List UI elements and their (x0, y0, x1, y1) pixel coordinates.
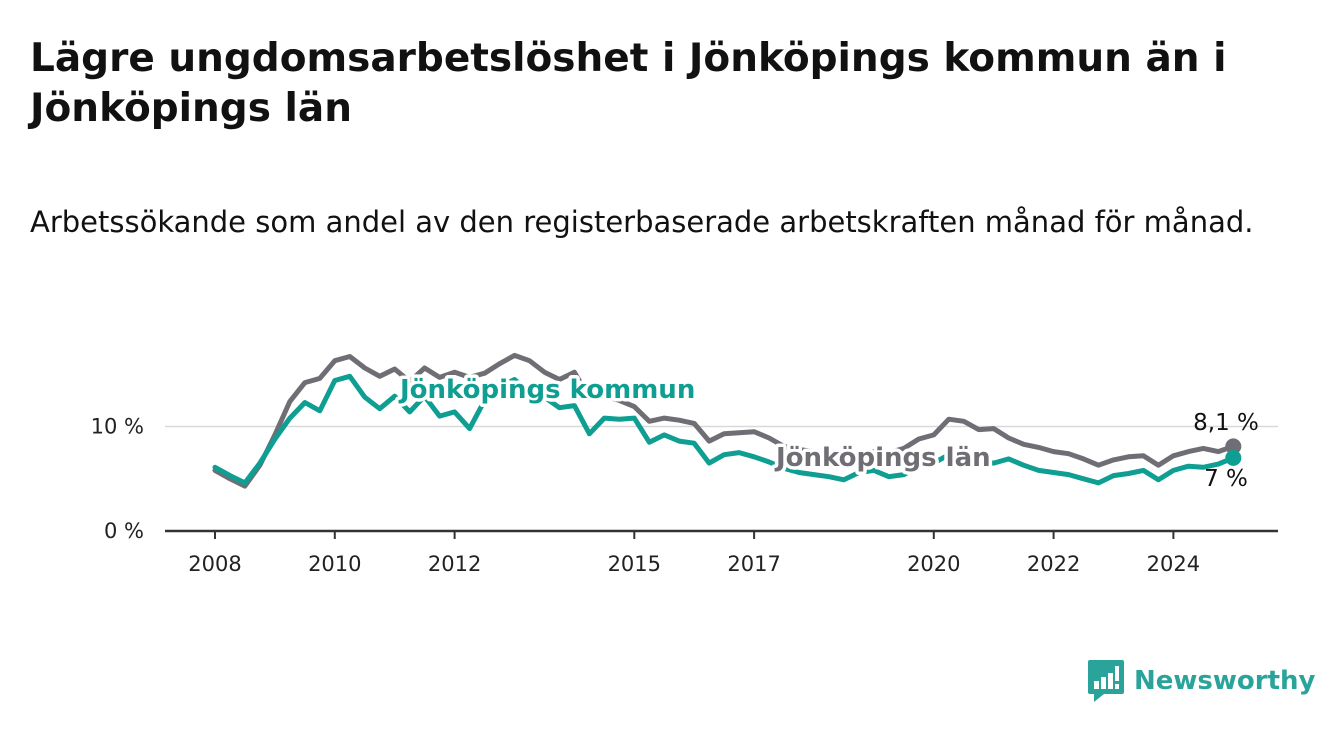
x-tick-label: 2012 (428, 552, 481, 576)
line-chart: 0 % 10 % 2008 2010 2012 2015 2017 2020 2022 2024… (91, 352, 1278, 576)
brand: Newsworthy (1088, 660, 1315, 702)
brand-name: Newsworthy (1134, 666, 1316, 696)
x-tick-label: 2010 (308, 552, 361, 576)
series-label-kommun: Jönköpings kommun (398, 375, 695, 405)
newsworthy-logo-icon (1088, 660, 1124, 702)
series-labels: Jönköpings kommun Jönköpings län (395, 372, 995, 477)
x-tick-label: 2022 (1027, 552, 1080, 576)
x-tick-label: 2024 (1147, 552, 1200, 576)
chart-subtitle: Arbetssökande som andel av den registerb… (30, 205, 1254, 239)
series-line-lan (212, 352, 1236, 489)
x-tick-label: 2008 (188, 552, 241, 576)
y-axis-ticks: 0 % 10 % (91, 415, 144, 544)
x-tick-label: 2017 (727, 552, 780, 576)
end-label-kommun: 7 % (1204, 466, 1248, 492)
x-axis-ticks: 2008 2010 2012 2015 2017 2020 2022 2024 (188, 531, 1200, 576)
x-tick-label: 2015 (608, 552, 661, 576)
end-markers: 8,1 % 7 % (1193, 410, 1259, 492)
x-tick-label: 2020 (907, 552, 960, 576)
end-label-lan: 8,1 % (1193, 410, 1259, 436)
y-tick-label: 10 % (91, 415, 144, 439)
end-point-lan (1225, 438, 1242, 455)
series-lines (212, 352, 1236, 489)
end-point-kommun (1225, 449, 1242, 466)
series-label-lan: Jönköpings län (774, 443, 991, 473)
y-tick-label: 0 % (104, 519, 144, 543)
chart-title: Lägre ungdomsarbetslöshet i Jönköpings k… (30, 36, 1227, 131)
series-line-kommun (212, 373, 1236, 486)
